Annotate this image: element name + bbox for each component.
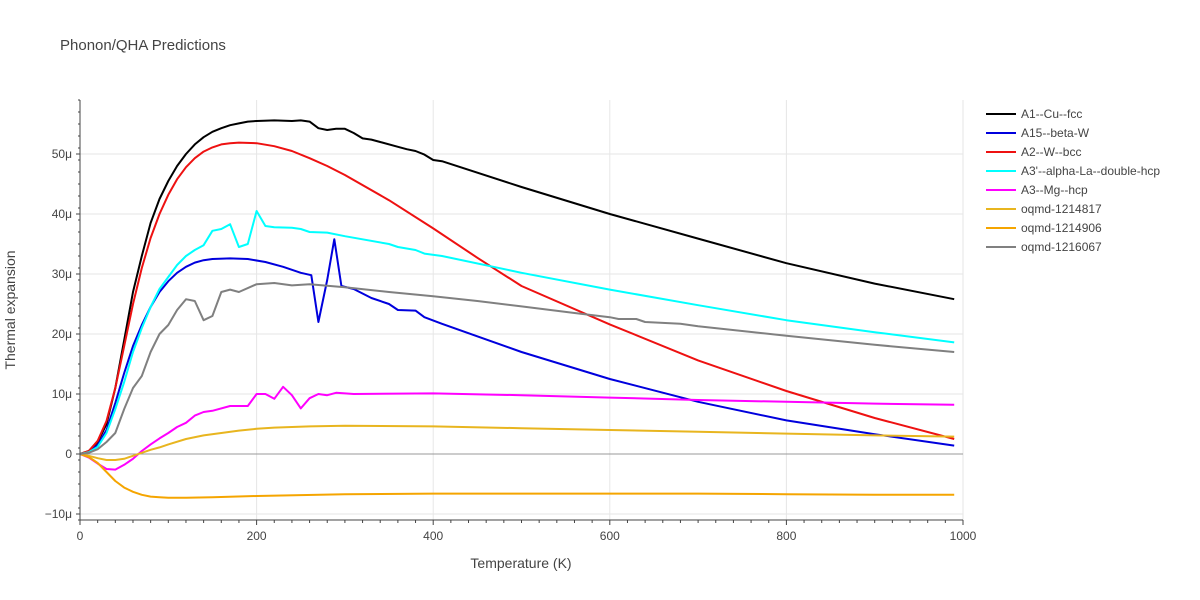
legend: A1--Cu--fcc A15--beta-W A2--W--bcc A3'--alp… bbox=[986, 107, 1160, 254]
series-line-5 bbox=[79, 424, 955, 461]
y-tick-label: 20μ bbox=[52, 327, 72, 341]
legend-label: A3'--alpha-La--double-hcp bbox=[1021, 164, 1160, 178]
series-line-1 bbox=[79, 238, 955, 455]
y-tick-label: 10μ bbox=[52, 387, 72, 401]
y-tick-label: −10μ bbox=[45, 507, 72, 521]
series-line-6 bbox=[79, 453, 955, 499]
x-tick-label: 800 bbox=[776, 529, 796, 543]
x-tick-label: 1000 bbox=[950, 529, 977, 543]
legend-label: A2--W--bcc bbox=[1021, 145, 1081, 159]
series-line-4 bbox=[79, 385, 955, 471]
y-tick-label: 0 bbox=[65, 447, 72, 461]
y-tick-label: 30μ bbox=[52, 267, 72, 281]
legend-label: oqmd-1214817 bbox=[1021, 202, 1102, 216]
series-line-3 bbox=[79, 210, 955, 455]
legend-label: A3--Mg--hcp bbox=[1021, 183, 1088, 197]
series-line-7 bbox=[79, 282, 955, 455]
legend-label: oqmd-1216067 bbox=[1021, 240, 1102, 254]
x-axis-title: Temperature (K) bbox=[470, 555, 571, 571]
axes bbox=[79, 100, 963, 521]
series-line-2 bbox=[79, 141, 955, 455]
legend-label: A1--Cu--fcc bbox=[1021, 107, 1082, 121]
series-lines bbox=[79, 119, 955, 499]
series-line-0 bbox=[79, 119, 955, 455]
gridlines bbox=[80, 100, 964, 520]
y-tick-label: 50μ bbox=[52, 147, 72, 161]
legend-label: A15--beta-W bbox=[1021, 126, 1090, 140]
x-tick-label: 200 bbox=[247, 529, 267, 543]
y-tick-label: 40μ bbox=[52, 207, 72, 221]
legend-label: oqmd-1214906 bbox=[1021, 221, 1102, 235]
x-tick-label: 0 bbox=[77, 529, 84, 543]
x-axis-ticks: 0 200 400 600 800 1000 bbox=[77, 520, 977, 543]
x-tick-label: 600 bbox=[600, 529, 620, 543]
y-axis-ticks: −10μ 0 10μ 20μ 30μ 40μ 50μ bbox=[45, 99, 80, 521]
chart-title: Phonon/QHA Predictions bbox=[60, 37, 226, 54]
x-tick-label: 400 bbox=[423, 529, 443, 543]
y-axis-title: Thermal expansion bbox=[2, 250, 18, 369]
